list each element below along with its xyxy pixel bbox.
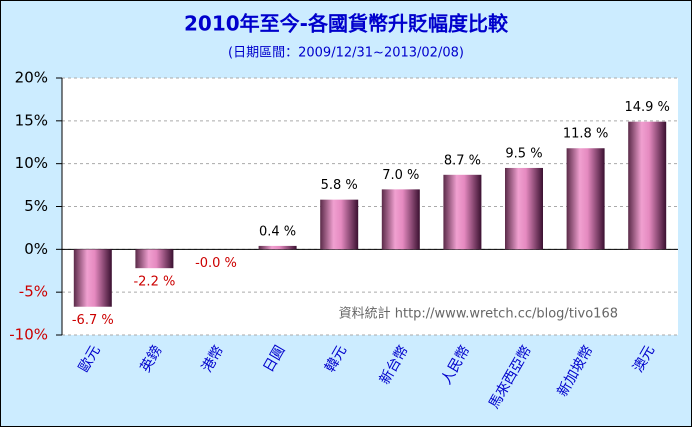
y-tick-label: 15% xyxy=(15,111,48,129)
value-label: 7.0 % xyxy=(382,168,419,183)
bar xyxy=(73,249,112,307)
y-tick-label: 5% xyxy=(24,197,48,215)
bar xyxy=(135,249,174,269)
y-tick-label: 0% xyxy=(24,240,48,258)
value-label: 9.5 % xyxy=(505,146,542,161)
y-tick-label: 20% xyxy=(15,69,48,87)
value-label: -6.7 % xyxy=(72,313,114,328)
y-tick-label: -5% xyxy=(19,283,48,301)
bar xyxy=(628,121,667,250)
y-tick-label: 10% xyxy=(15,154,48,172)
value-label: 5.8 % xyxy=(321,178,358,193)
chart-subtitle: (日期區間：2009/12/31~2013/02/08) xyxy=(228,46,464,61)
annotation: 資料統計 http://www.wretch.cc/blog/tivo168 xyxy=(339,306,618,322)
value-label: -0.0 % xyxy=(195,256,237,271)
value-label: 0.4 % xyxy=(259,224,296,239)
bar xyxy=(381,189,420,250)
value-label: 8.7 % xyxy=(444,153,481,168)
bar xyxy=(320,199,359,250)
bar xyxy=(443,174,482,250)
bar xyxy=(258,245,297,250)
value-label: 11.8 % xyxy=(563,127,608,142)
value-label: 14.9 % xyxy=(624,100,669,115)
bar xyxy=(566,148,605,250)
chart-title: 2010年至今-各國貨幣升貶幅度比較 xyxy=(184,12,509,36)
value-label: -2.2 % xyxy=(133,275,175,290)
bar xyxy=(505,167,543,250)
y-tick-label: -10% xyxy=(9,326,48,344)
